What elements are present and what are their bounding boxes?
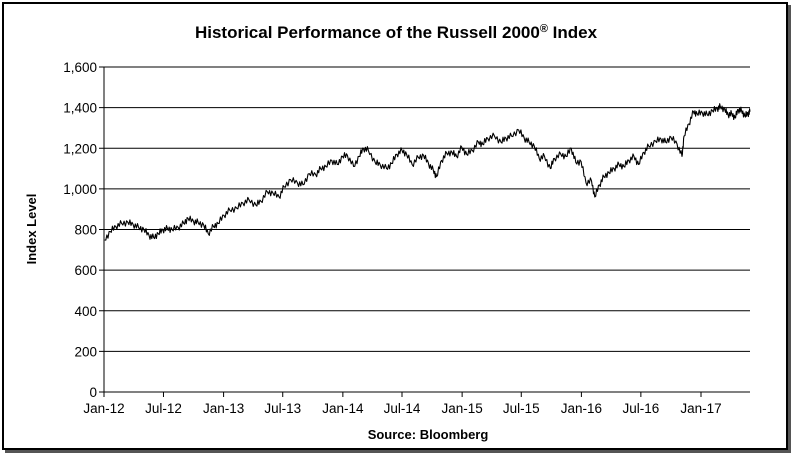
x-tick-label: Jul-16: [622, 401, 659, 416]
chart-title-suffix: Index: [548, 23, 598, 42]
x-axis-label: Source: Bloomberg: [368, 427, 489, 442]
x-tick-label: Jul-13: [264, 401, 301, 416]
y-tick-label: 1,400: [63, 101, 97, 116]
y-tick-label: 600: [74, 263, 97, 278]
y-tick-label: 400: [74, 304, 97, 319]
y-tick-label: 1,200: [63, 141, 97, 156]
y-tick-labels: 0 200 400 600 800 1,000 1,200 1,400 1,600: [63, 60, 97, 400]
chart-title-superscript: ®: [540, 23, 548, 35]
x-tick-label: Jan-12: [83, 401, 124, 416]
chart-title-main: Historical Performance of the Russell 20…: [195, 23, 540, 42]
x-tick-label: Jul-15: [503, 401, 540, 416]
y-tick-label: 0: [89, 385, 97, 400]
x-tick-labels: Jan-12 Jul-12 Jan-13 Jul-13 Jan-14 Jul-14 Jan-…: [83, 392, 722, 416]
x-tick-label: Jan-15: [441, 401, 482, 416]
y-tick-label: 800: [74, 223, 97, 238]
x-tick-label: Jul-12: [145, 401, 182, 416]
series-group: [104, 103, 751, 241]
y-axis-label: Index Level: [24, 194, 39, 265]
axes: [103, 67, 750, 393]
x-tick-label: Jul-14: [384, 401, 421, 416]
series-line-0: [104, 103, 751, 241]
gridlines: [99, 66, 750, 393]
y-tick-label: 1,000: [63, 182, 97, 197]
x-tick-label: Jan-16: [561, 401, 602, 416]
x-tick-label: Jan-14: [322, 401, 364, 416]
x-tick-label: Jan-13: [203, 401, 244, 416]
y-tick-label: 1,600: [63, 60, 97, 75]
chart-title: Historical Performance of the Russell 20…: [195, 23, 598, 42]
y-tick-label: 200: [74, 344, 97, 359]
x-tick-label: Jan-17: [680, 401, 721, 416]
